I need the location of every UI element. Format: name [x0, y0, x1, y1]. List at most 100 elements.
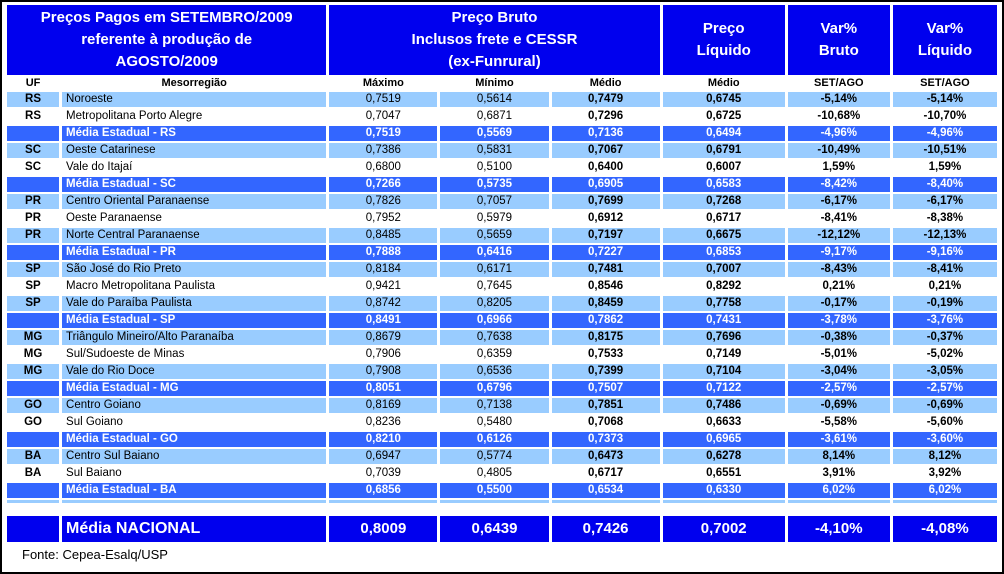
minimo-cell: 0,5100	[440, 160, 549, 175]
header-preco-bruto: Preço Bruto Inclusos frete e CESSR (ex-F…	[329, 5, 660, 75]
national-medio-bruto: 0,7426	[551, 516, 660, 542]
uf-cell: BA	[7, 449, 60, 464]
region-row: MG Vale do Rio Doce 0,7908 0,6536 0,7399 0,71…	[7, 364, 997, 379]
medio-liquido-cell: 0,6965	[662, 432, 785, 447]
table-header-row: Preços Pagos em SETEMBRO/2009 referente …	[7, 5, 997, 75]
medio-bruto-cell: 0,7851	[551, 398, 660, 413]
medio-liquido-cell: 0,7696	[662, 330, 785, 345]
medio-bruto-cell: 0,7862	[551, 313, 660, 328]
region-name-cell: Oeste Paranaense	[62, 211, 327, 226]
minimo-cell: 0,7138	[440, 398, 549, 413]
blank-spacer-row	[7, 505, 997, 514]
region-name-cell: Média Estadual - PR	[62, 245, 327, 260]
var-liquido-cell: 1,59%	[892, 160, 997, 175]
var-liquido-cell: -8,40%	[892, 177, 997, 192]
medio-liquido-cell: 0,6007	[662, 160, 785, 175]
medio-liquido-cell: 0,7104	[662, 364, 785, 379]
region-name-cell: Vale do Itajaí	[62, 160, 327, 175]
medio-bruto-cell: 0,7136	[551, 126, 660, 141]
var-liquido-cell: -5,60%	[892, 415, 997, 430]
medio-liquido-cell: 0,7486	[662, 398, 785, 413]
header-var-liquido: Var% Líquido	[892, 5, 997, 75]
maximo-cell: 0,8169	[329, 398, 438, 413]
region-name-cell: Oeste Catarinese	[62, 143, 327, 158]
maximo-cell: 0,7519	[329, 92, 438, 107]
region-name-cell: Vale do Paraíba Paulista	[62, 296, 327, 311]
medio-liquido-cell: 0,7149	[662, 347, 785, 362]
minimo-cell: 0,6126	[440, 432, 549, 447]
var-bruto-cell: -2,57%	[787, 381, 890, 396]
region-name-cell: Centro Oriental Paranaense	[62, 194, 327, 209]
uf-cell: BA	[7, 466, 60, 481]
separator-cell	[440, 500, 549, 503]
maximo-cell: 0,8236	[329, 415, 438, 430]
region-name-cell: São José do Rio Preto	[62, 262, 327, 277]
separator-cell	[7, 500, 60, 503]
region-name-cell: Sul Goiano	[62, 415, 327, 430]
medio-bruto-cell: 0,7373	[551, 432, 660, 447]
medio-bruto-cell: 0,6717	[551, 466, 660, 481]
region-row: SC Oeste Catarinese 0,7386 0,5831 0,7067 0,67…	[7, 143, 997, 158]
national-medio-liquido: 0,7002	[662, 516, 785, 542]
table-subheader-row: UF Mesorregião Máximo Mínimo Médio Médio…	[7, 77, 997, 90]
state-average-row: Média Estadual - RS 0,7519 0,5569 0,7136 0,6…	[7, 126, 997, 141]
minimo-cell: 0,5659	[440, 228, 549, 243]
var-bruto-cell: -5,14%	[787, 92, 890, 107]
maximo-cell: 0,7047	[329, 109, 438, 124]
region-row: SP Vale do Paraíba Paulista 0,8742 0,8205 0,…	[7, 296, 997, 311]
region-name-cell: Sul Baiano	[62, 466, 327, 481]
uf-cell: MG	[7, 347, 60, 362]
region-name-cell: Centro Goiano	[62, 398, 327, 413]
maximo-cell: 0,6800	[329, 160, 438, 175]
var-bruto-cell: -9,17%	[787, 245, 890, 260]
maximo-cell: 0,8742	[329, 296, 438, 311]
national-maximo: 0,8009	[329, 516, 438, 542]
minimo-cell: 0,5569	[440, 126, 549, 141]
medio-liquido-cell: 0,6675	[662, 228, 785, 243]
var-bruto-cell: -4,96%	[787, 126, 890, 141]
region-name-cell: Centro Sul Baiano	[62, 449, 327, 464]
separator-cell	[551, 500, 660, 503]
national-minimo: 0,6439	[440, 516, 549, 542]
medio-liquido-cell: 0,6278	[662, 449, 785, 464]
var-bruto-cell: -0,17%	[787, 296, 890, 311]
source-note: Fonte: Cepea-Esalq/USP	[22, 547, 168, 562]
var-bruto-cell: -10,49%	[787, 143, 890, 158]
separator-cell	[329, 500, 438, 503]
column-header-mesorregiao: Mesorregião	[62, 77, 327, 90]
uf-cell: SP	[7, 262, 60, 277]
maximo-cell: 0,7266	[329, 177, 438, 192]
var-liquido-cell: -0,19%	[892, 296, 997, 311]
region-row: GO Sul Goiano 0,8236 0,5480 0,7068 0,6633 -5,5…	[7, 415, 997, 430]
var-liquido-cell: -9,16%	[892, 245, 997, 260]
state-average-row: Média Estadual - SC 0,7266 0,5735 0,6905 0,6…	[7, 177, 997, 192]
var-liquido-cell: -8,38%	[892, 211, 997, 226]
var-liquido-cell: -4,96%	[892, 126, 997, 141]
medio-bruto-cell: 0,7699	[551, 194, 660, 209]
medio-bruto-cell: 0,6905	[551, 177, 660, 192]
medio-bruto-cell: 0,7533	[551, 347, 660, 362]
column-header-medio-bruto: Médio	[551, 77, 660, 90]
national-average-row: Média NACIONAL 0,8009 0,6439 0,7426 0,70…	[7, 516, 997, 542]
medio-liquido-cell: 0,6717	[662, 211, 785, 226]
separator-cell	[62, 500, 327, 503]
state-average-row: Média Estadual - BA 0,6856 0,5500 0,6534 0,6…	[7, 483, 997, 498]
var-bruto-cell: -0,38%	[787, 330, 890, 345]
var-liquido-cell: -12,13%	[892, 228, 997, 243]
region-name-cell: Média Estadual - MG	[62, 381, 327, 396]
uf-cell	[7, 381, 60, 396]
national-label: Média NACIONAL	[62, 516, 327, 542]
var-liquido-cell: -0,37%	[892, 330, 997, 345]
region-name-cell: Média Estadual - RS	[62, 126, 327, 141]
var-bruto-cell: -3,04%	[787, 364, 890, 379]
uf-cell: PR	[7, 194, 60, 209]
medio-bruto-cell: 0,7296	[551, 109, 660, 124]
medio-bruto-cell: 0,6473	[551, 449, 660, 464]
medio-liquido-cell: 0,6551	[662, 466, 785, 481]
medio-liquido-cell: 0,6745	[662, 92, 785, 107]
var-bruto-cell: -3,78%	[787, 313, 890, 328]
medio-bruto-cell: 0,6912	[551, 211, 660, 226]
region-row: SP São José do Rio Preto 0,8184 0,6171 0,748…	[7, 262, 997, 277]
uf-cell: SC	[7, 160, 60, 175]
maximo-cell: 0,8210	[329, 432, 438, 447]
